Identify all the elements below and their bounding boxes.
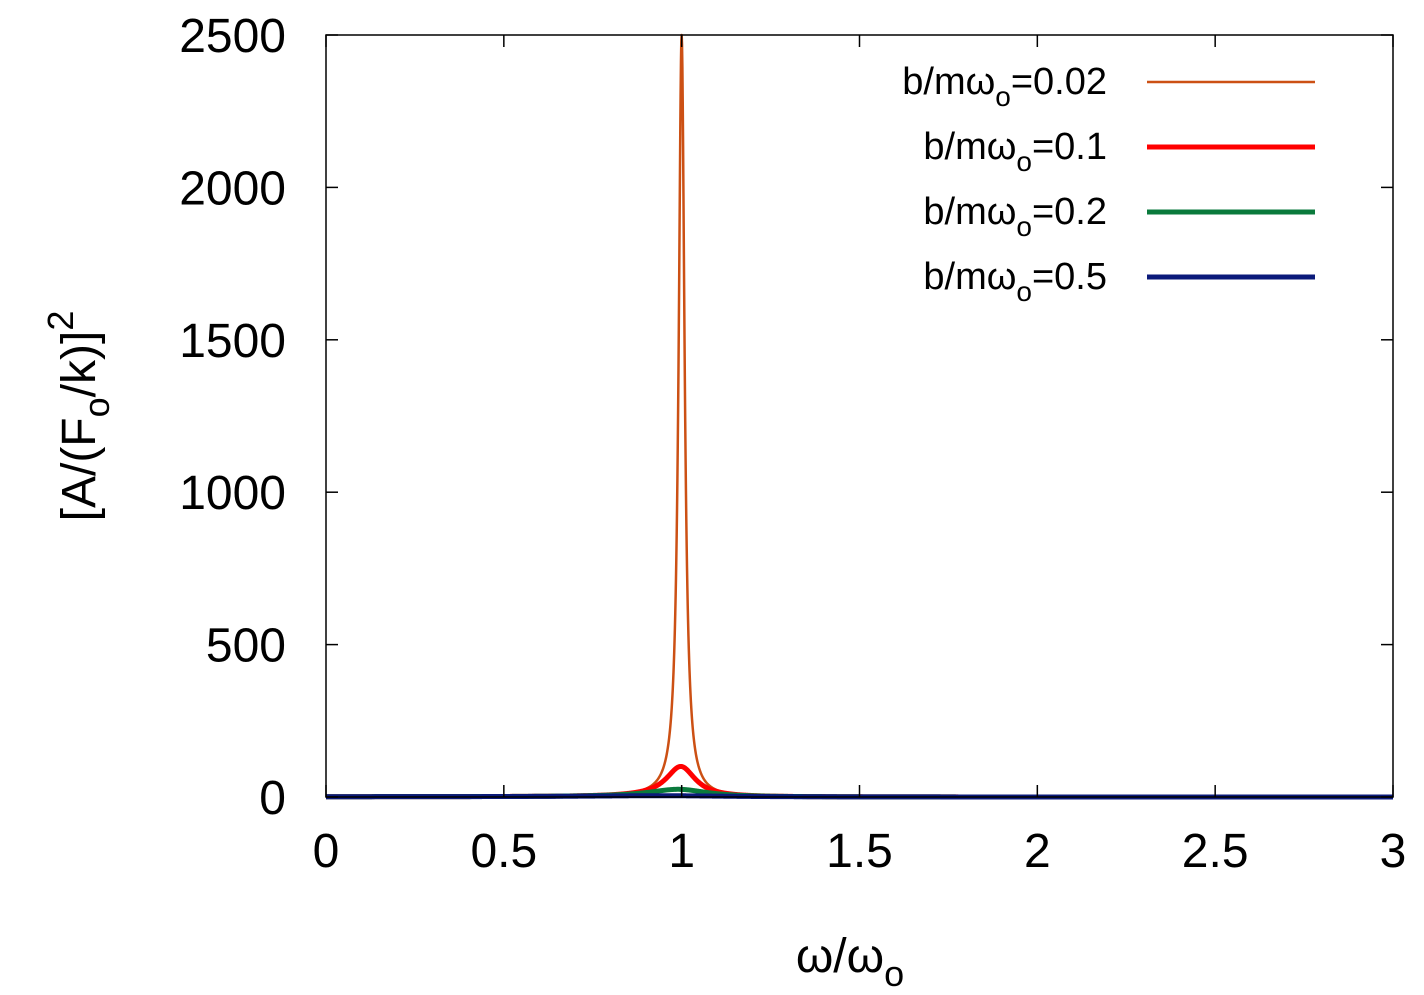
y-tick-label: 2000 xyxy=(179,162,286,215)
y-tick-label: 1500 xyxy=(179,315,286,368)
legend-label-2: b/mωo=0.2 xyxy=(923,191,1107,242)
x-tick-label: 3 xyxy=(1380,825,1407,878)
y-axis-label: [A/(Fo/k)]2 xyxy=(40,311,117,522)
x-tick-label: 0.5 xyxy=(470,825,537,878)
x-tick-label: 2.5 xyxy=(1182,825,1249,878)
x-tick-label: 1 xyxy=(668,825,695,878)
x-tick-label: 1.5 xyxy=(826,825,893,878)
ticks-layer: 0 0.5 1 1.5 2 2.5 3 0 500 1000 1500 2000 2500 xyxy=(179,10,1406,878)
legend: b/mωo=0.02 b/mωo=0.1 b/mωo=0.2 b/mωo=0.5 xyxy=(902,61,1315,307)
legend-label-0: b/mωo=0.02 xyxy=(902,61,1107,112)
x-tick-label: 2 xyxy=(1024,825,1051,878)
x-tick-label: 0 xyxy=(313,825,340,878)
legend-label-1: b/mωo=0.1 xyxy=(923,126,1107,177)
legend-label-3: b/mωo=0.5 xyxy=(923,256,1107,307)
y-tick-label: 500 xyxy=(206,620,286,673)
y-tick-label: 1000 xyxy=(179,467,286,520)
y-tick-label: 0 xyxy=(259,772,286,825)
x-axis-label: ω/ωo xyxy=(796,930,904,994)
y-tick-label: 2500 xyxy=(179,10,286,63)
